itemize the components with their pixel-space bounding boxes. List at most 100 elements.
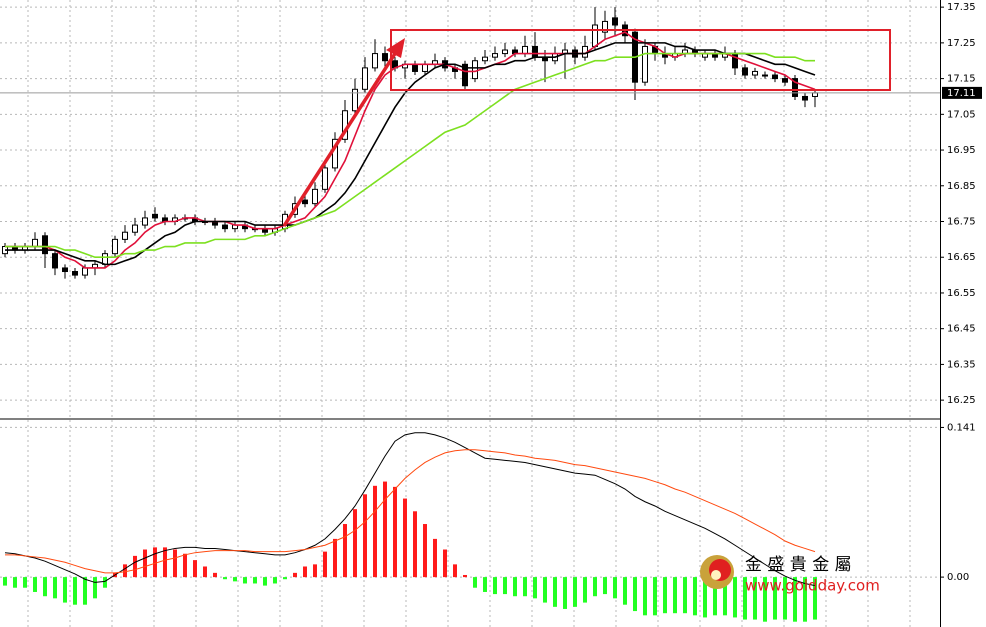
histogram-bar bbox=[523, 577, 527, 597]
histogram-bar bbox=[43, 577, 47, 597]
histogram-bar bbox=[803, 577, 807, 622]
histogram-bar bbox=[503, 577, 507, 595]
histogram-bar bbox=[123, 564, 127, 578]
histogram-bar bbox=[683, 577, 687, 614]
candle-body bbox=[122, 231, 128, 240]
candle-body bbox=[772, 74, 778, 80]
y-tick-label: 17.25 bbox=[947, 38, 976, 49]
candle-body bbox=[132, 224, 138, 233]
candle-body bbox=[472, 60, 478, 80]
histogram-bar bbox=[303, 566, 307, 578]
candle-body bbox=[42, 235, 48, 255]
y-tick-label: 16.95 bbox=[947, 145, 976, 156]
candle-body bbox=[492, 53, 498, 58]
histogram-bar bbox=[163, 547, 167, 578]
histogram-bar bbox=[183, 553, 187, 578]
histogram-bar bbox=[453, 564, 457, 578]
candle-body bbox=[112, 238, 118, 255]
y-tick-label: 16.65 bbox=[947, 252, 976, 263]
candle-body bbox=[352, 88, 358, 112]
candle-body bbox=[602, 20, 608, 33]
candle-body bbox=[362, 67, 368, 90]
histogram-bar bbox=[483, 577, 487, 592]
logo-core bbox=[711, 570, 721, 580]
histogram-bar bbox=[723, 577, 727, 616]
histogram-bar bbox=[783, 577, 787, 620]
candle-body bbox=[612, 17, 618, 26]
watermark-name: 金 盛 貴 金 屬 bbox=[745, 555, 852, 575]
histogram-bar bbox=[73, 577, 77, 605]
candle-body bbox=[642, 45, 648, 83]
histogram-bar bbox=[353, 509, 357, 578]
histogram-bar bbox=[573, 577, 577, 607]
arrow-head bbox=[386, 38, 405, 58]
histogram-bar bbox=[223, 577, 227, 580]
histogram-bar bbox=[193, 560, 197, 578]
histogram-bar bbox=[513, 577, 517, 597]
trend-arrow bbox=[282, 51, 398, 227]
y-tick-label: 17.05 bbox=[947, 109, 976, 120]
histogram-bar bbox=[173, 549, 177, 578]
histogram-bar bbox=[443, 549, 447, 578]
candle-body bbox=[372, 53, 378, 69]
histogram-bar bbox=[63, 577, 67, 603]
histogram-bar bbox=[273, 577, 277, 584]
candle-body bbox=[142, 217, 148, 226]
histogram-bar bbox=[263, 577, 267, 586]
histogram-bar bbox=[733, 577, 737, 618]
histogram-bar bbox=[313, 564, 317, 578]
histogram-bar bbox=[473, 577, 477, 588]
histogram-bar bbox=[673, 577, 677, 614]
candle-body bbox=[482, 56, 488, 62]
histogram-bar bbox=[533, 577, 537, 599]
histogram-bar bbox=[233, 577, 237, 582]
candle-body bbox=[102, 253, 108, 265]
candle-body bbox=[72, 271, 78, 276]
histogram-bar bbox=[643, 577, 647, 616]
histogram-bar bbox=[423, 524, 427, 578]
y-tick-label: 16.45 bbox=[947, 324, 976, 335]
histogram-bar bbox=[603, 577, 607, 595]
histogram-bar bbox=[693, 577, 697, 616]
histogram-bar bbox=[653, 577, 657, 616]
histogram-bar bbox=[593, 577, 597, 597]
histogram-bar bbox=[343, 524, 347, 578]
histogram-bar bbox=[793, 577, 797, 622]
histogram-bar bbox=[583, 577, 587, 603]
histogram-bar bbox=[633, 577, 637, 612]
candle-body bbox=[462, 63, 468, 87]
histogram-bar bbox=[773, 577, 777, 620]
histogram-bar bbox=[543, 577, 547, 603]
candle-body bbox=[422, 63, 428, 72]
candle-body bbox=[742, 67, 748, 76]
y-tick-label: 16.75 bbox=[947, 217, 976, 228]
candle-body bbox=[152, 213, 158, 219]
y-tick-label: 17.35 bbox=[947, 2, 976, 13]
watermark: 金 盛 貴 金 屬 www.goldday.com bbox=[700, 555, 880, 595]
candle-body bbox=[522, 45, 528, 55]
y-tick-label: 16.25 bbox=[947, 395, 976, 406]
y-tick-label: 16.35 bbox=[947, 359, 976, 370]
indicator-line bbox=[5, 42, 816, 266]
histogram-bar bbox=[33, 577, 37, 592]
y-tick-label: 16.85 bbox=[947, 181, 976, 192]
histogram-bar bbox=[403, 498, 407, 578]
candle-body bbox=[322, 167, 328, 190]
histogram-bar bbox=[13, 577, 17, 588]
candle-body bbox=[52, 253, 58, 269]
histogram-bar bbox=[623, 577, 627, 605]
histogram-bar bbox=[373, 485, 377, 578]
histogram-bar bbox=[53, 577, 57, 599]
candle-body bbox=[792, 78, 798, 97]
candle-body bbox=[762, 74, 768, 77]
candle-body bbox=[812, 92, 818, 97]
candle-body bbox=[802, 95, 808, 101]
histogram-bar bbox=[463, 574, 467, 578]
histogram-bar bbox=[103, 577, 107, 588]
histogram-bar bbox=[243, 577, 247, 584]
candle-body bbox=[502, 49, 508, 55]
candle-body bbox=[592, 24, 598, 47]
histogram-bar bbox=[383, 481, 387, 578]
